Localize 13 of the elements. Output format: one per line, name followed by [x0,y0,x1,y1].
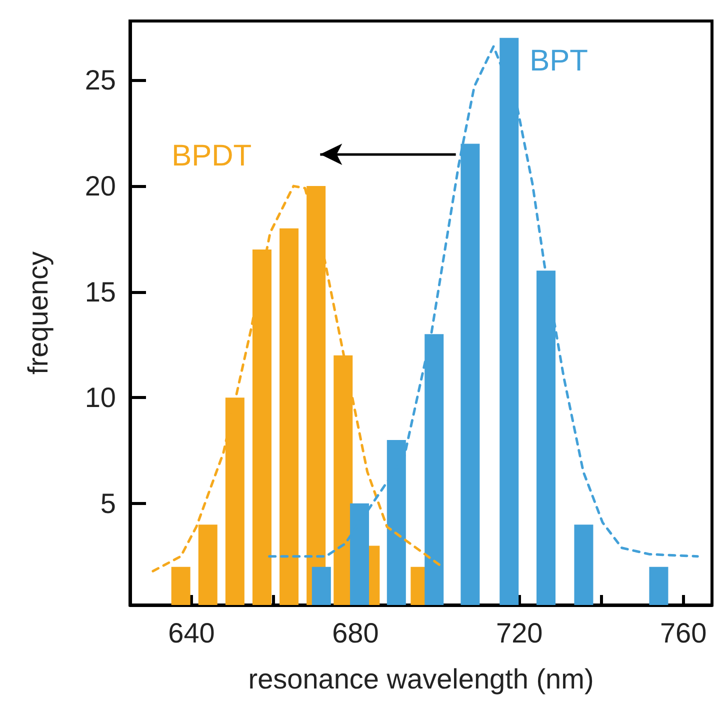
y-axis-title: frequency [22,252,54,374]
y-tick-label: 5 [100,488,116,519]
x-axis-title: resonance wavelength (nm) [248,664,594,694]
y-tick-label: 15 [84,276,116,308]
x-tick-label: 720 [496,618,543,648]
y-tick-label: 25 [84,64,116,96]
x-tick-label: 680 [332,618,379,648]
x-tick-label: 760 [660,618,707,648]
y-tick-label: 20 [84,170,116,202]
series-label: BPT [530,44,588,78]
x-tick-label: 640 [168,618,215,648]
series-label: BPDT [172,140,252,173]
y-tick-label: 10 [84,382,116,414]
